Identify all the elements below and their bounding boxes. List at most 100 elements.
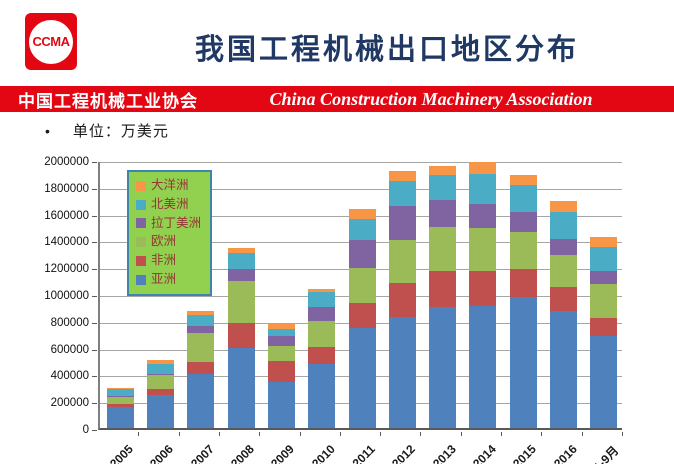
x-axis-label: 2008	[228, 442, 257, 464]
legend-label: 北美洲	[151, 196, 189, 211]
bar-segment-欧洲	[469, 228, 497, 271]
bar-segment-拉丁美洲	[348, 239, 376, 268]
bar-segment-亚洲	[146, 395, 174, 428]
bar-2013	[429, 166, 457, 428]
bar-segment-欧洲	[388, 239, 416, 283]
x-axis-label: 2016	[550, 442, 580, 464]
x-axis-label: 2007	[187, 442, 217, 464]
legend-item-拉丁美洲: 拉丁美洲	[136, 215, 202, 231]
bar-segment-欧洲	[429, 227, 457, 271]
bar-segment-大洋洲	[146, 360, 174, 364]
bar-segment-亚洲	[429, 306, 457, 428]
x-axis-label: 2012	[389, 442, 419, 464]
bar-segment-亚洲	[348, 327, 376, 428]
bar-segment-非洲	[146, 389, 174, 396]
x-axis-tick	[420, 432, 422, 436]
export-region-chart: 大洋洲 北美洲 拉丁美洲 欧洲 非洲 亚洲 0 200000 400000 600000 8000…	[0, 155, 674, 464]
bar-2016	[550, 200, 578, 428]
bar-2015	[509, 174, 537, 428]
y-axis-label: 400000	[50, 370, 89, 383]
y-axis-label: 0	[82, 424, 89, 436]
bar-segment-大洋洲	[106, 387, 134, 390]
y-axis-tick	[92, 403, 97, 405]
bar-segment-亚洲	[509, 297, 537, 428]
bar-segment-亚洲	[106, 407, 134, 428]
bar-segment-欧洲	[550, 255, 578, 288]
y-axis-tick	[92, 269, 97, 271]
bar-segment-拉丁美洲	[308, 306, 336, 321]
ccma-logo-text: CCMA	[32, 34, 71, 49]
bar-segment-非洲	[348, 303, 376, 328]
bar-segment-非洲	[106, 404, 134, 408]
y-axis-tick	[92, 188, 97, 190]
x-axis-tick	[299, 432, 301, 436]
bar-segment-大洋洲	[227, 247, 255, 254]
bar-2006	[146, 360, 174, 428]
legend-swatch-icon	[136, 218, 146, 229]
bar-segment-亚洲	[187, 373, 215, 428]
bar-2005	[106, 387, 134, 428]
bullet-icon: •	[45, 122, 51, 139]
x-axis-tick	[178, 432, 180, 436]
y-axis-label: 600000	[50, 343, 89, 356]
bar-segment-亚洲	[469, 306, 497, 428]
bar-segment-大洋洲	[469, 162, 497, 175]
x-axis-tick	[622, 432, 623, 436]
bar-segment-北美洲	[348, 219, 376, 240]
bar-segment-北美洲	[388, 180, 416, 207]
bar-segment-拉丁美洲	[429, 200, 457, 228]
bar-2017年1-9月	[590, 237, 618, 428]
bar-segment-欧洲	[227, 281, 255, 323]
legend-label: 大洋洲	[151, 178, 189, 192]
bar-2007	[187, 311, 215, 428]
x-axis-label: 2014	[470, 442, 499, 464]
legend-label: 拉丁美洲	[151, 215, 202, 230]
bar-segment-拉丁美洲	[388, 206, 416, 240]
bar-segment-大洋洲	[187, 311, 215, 315]
bar-segment-大洋洲	[267, 324, 295, 330]
x-axis-label: 2013	[429, 442, 459, 464]
legend-swatch-icon	[136, 199, 146, 210]
bar-segment-拉丁美洲	[227, 268, 255, 282]
chart-legend: 大洋洲北美洲拉丁美洲欧洲非洲亚洲	[127, 170, 213, 296]
bar-segment-亚洲	[227, 348, 255, 428]
y-axis-tick	[92, 162, 97, 163]
bar-segment-非洲	[429, 270, 457, 307]
x-axis-label: 2009	[268, 442, 298, 464]
bar-segment-欧洲	[267, 346, 295, 362]
bar-segment-欧洲	[509, 232, 537, 270]
gridline	[100, 162, 622, 163]
bar-segment-欧洲	[106, 397, 134, 405]
x-axis-tick	[138, 432, 140, 436]
legend-label: 非洲	[151, 253, 177, 267]
bar-segment-拉丁美洲	[106, 396, 134, 398]
bar-segment-欧洲	[590, 283, 618, 319]
bar-segment-北美洲	[146, 363, 174, 374]
y-axis-tick	[92, 322, 97, 324]
legend-item-非洲: 非洲	[136, 253, 201, 268]
bar-segment-北美洲	[308, 292, 336, 307]
y-axis-label: 1400000	[44, 236, 89, 249]
legend-label: 亚洲	[151, 271, 177, 286]
bar-segment-北美洲	[550, 211, 578, 240]
x-axis-tick	[460, 432, 462, 436]
bar-segment-非洲	[509, 269, 537, 298]
bar-segment-大洋洲	[348, 208, 376, 219]
bar-segment-非洲	[308, 346, 336, 365]
legend-item-欧洲: 欧洲	[136, 234, 201, 249]
bar-segment-北美洲	[227, 253, 255, 269]
gridline	[100, 188, 622, 190]
bar-segment-大洋洲	[429, 166, 457, 176]
legend-swatch-icon	[136, 180, 146, 191]
bar-segment-北美洲	[106, 389, 134, 397]
x-axis-label: 2006	[147, 442, 177, 464]
legend-swatch-icon	[136, 274, 146, 285]
bar-segment-北美洲	[590, 247, 618, 271]
legend-item-亚洲: 亚洲	[136, 271, 201, 287]
bar-segment-欧洲	[348, 267, 376, 304]
bar-2012	[388, 170, 416, 428]
bar-2014	[469, 162, 497, 428]
bar-segment-亚洲	[590, 336, 618, 428]
x-axis-tick	[541, 432, 543, 436]
